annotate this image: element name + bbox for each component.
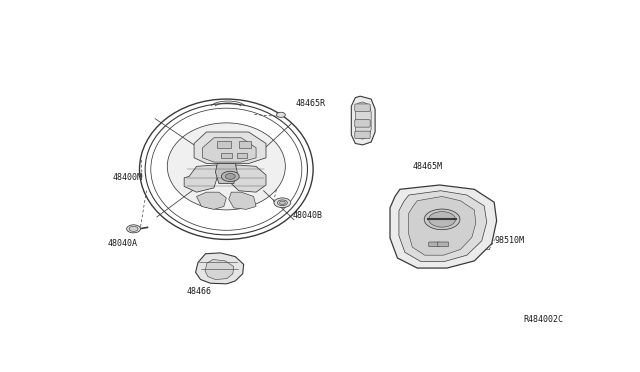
Polygon shape	[196, 192, 227, 209]
Text: 48465M: 48465M	[412, 162, 442, 171]
Circle shape	[274, 198, 291, 208]
Polygon shape	[202, 138, 256, 162]
Circle shape	[127, 225, 141, 233]
Polygon shape	[194, 132, 266, 164]
Text: 48040B: 48040B	[292, 211, 323, 219]
Ellipse shape	[167, 123, 285, 210]
Polygon shape	[205, 260, 234, 279]
Polygon shape	[399, 191, 486, 262]
FancyBboxPatch shape	[237, 153, 247, 158]
Polygon shape	[390, 185, 497, 268]
Text: 48466: 48466	[187, 287, 212, 296]
Text: 48400M: 48400M	[112, 173, 142, 182]
FancyBboxPatch shape	[355, 104, 370, 111]
Polygon shape	[229, 192, 256, 209]
Circle shape	[225, 173, 236, 179]
Polygon shape	[216, 164, 237, 183]
FancyBboxPatch shape	[429, 242, 440, 247]
FancyBboxPatch shape	[221, 153, 232, 158]
FancyBboxPatch shape	[239, 141, 251, 148]
Circle shape	[129, 226, 138, 231]
Polygon shape	[231, 165, 266, 192]
Polygon shape	[408, 196, 476, 255]
Polygon shape	[184, 165, 219, 192]
Polygon shape	[351, 96, 375, 145]
Circle shape	[221, 171, 239, 182]
Polygon shape	[355, 102, 371, 139]
FancyBboxPatch shape	[218, 141, 231, 148]
Polygon shape	[196, 253, 244, 284]
FancyBboxPatch shape	[355, 131, 370, 139]
Circle shape	[276, 112, 285, 118]
Ellipse shape	[429, 212, 456, 227]
Text: 48040A: 48040A	[108, 239, 138, 248]
Text: 98510M: 98510M	[494, 236, 524, 246]
Ellipse shape	[424, 209, 460, 230]
Text: 48465R: 48465R	[296, 99, 326, 108]
Circle shape	[280, 201, 285, 205]
FancyBboxPatch shape	[438, 242, 449, 247]
FancyBboxPatch shape	[355, 120, 370, 127]
Text: R484002C: R484002C	[524, 315, 564, 324]
